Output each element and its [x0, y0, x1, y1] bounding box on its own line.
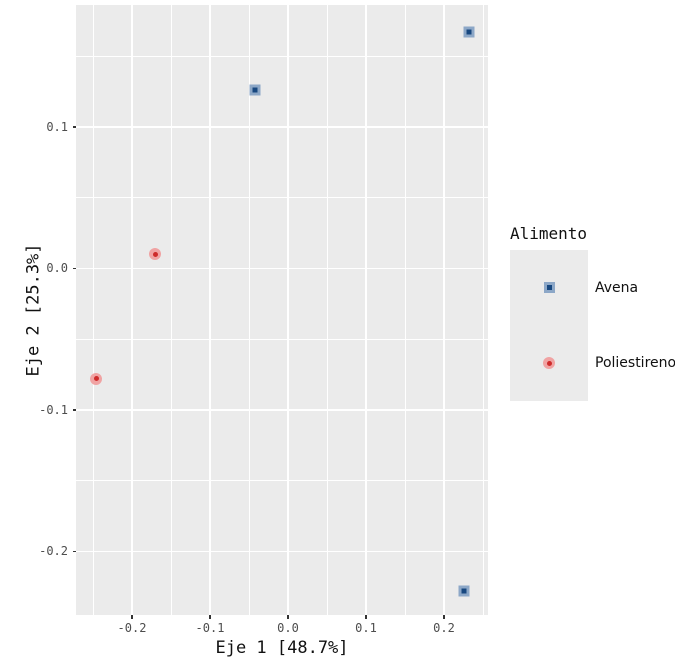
circle-marker-core	[93, 376, 99, 382]
major-gridline-horizontal	[76, 550, 488, 553]
minor-gridline-vertical	[92, 5, 94, 615]
minor-gridline-horizontal	[76, 55, 488, 57]
minor-gridline-vertical	[170, 5, 172, 615]
square-marker-icon	[249, 84, 261, 96]
data-point-avena	[458, 585, 469, 597]
data-point-poliestireno	[149, 248, 162, 261]
legend-label: Avena	[595, 279, 639, 296]
y-tick-label: 0.0	[46, 261, 68, 276]
minor-gridline-horizontal	[76, 338, 488, 340]
legend-keys: Avena Poliestireno	[510, 250, 675, 401]
data-point-poliestireno	[90, 372, 103, 385]
major-gridline-horizontal	[76, 409, 488, 411]
x-tick-label: 0.2	[433, 621, 455, 635]
y-tick-mark	[72, 126, 76, 128]
minor-gridline-vertical	[326, 5, 328, 615]
circle-marker-icon	[543, 357, 555, 370]
square-marker-core	[546, 285, 552, 291]
square-marker-icon	[463, 26, 475, 38]
x-axis-title: Eje 1 [48.7%]	[215, 638, 349, 658]
minor-gridline-horizontal	[76, 480, 488, 482]
legend-key	[510, 325, 588, 401]
major-gridline-vertical	[209, 5, 211, 615]
square-marker-icon	[458, 585, 469, 597]
x-tick-mark	[209, 615, 211, 619]
major-gridline-horizontal	[76, 126, 488, 128]
y-tick-mark	[72, 267, 76, 270]
square-marker-core	[466, 29, 472, 35]
legend-entry-avena: Avena	[510, 250, 675, 326]
minor-gridline-vertical	[248, 5, 250, 615]
square-marker-icon	[543, 282, 555, 294]
major-gridline-vertical	[365, 5, 367, 615]
x-tick-mark	[131, 615, 133, 619]
major-gridline-vertical	[443, 5, 445, 615]
y-tick-label: -0.1	[39, 402, 68, 417]
minor-gridline-vertical	[404, 5, 406, 615]
x-tick-label: -0.2	[117, 621, 147, 635]
y-tick-mark	[72, 409, 76, 411]
data-point-avena	[463, 26, 475, 38]
x-tick-label: 0.1	[355, 621, 377, 635]
x-tick-mark	[443, 615, 445, 619]
x-tick-label: 0.0	[277, 621, 299, 635]
legend-label: Poliestireno	[595, 355, 675, 372]
x-tick-label: -0.1	[195, 621, 225, 635]
x-tick-mark	[287, 615, 289, 619]
minor-gridline-vertical	[482, 5, 484, 615]
y-tick-mark	[72, 550, 76, 553]
legend-key	[510, 250, 588, 326]
y-tick-label: 0.1	[46, 120, 68, 135]
major-gridline-horizontal	[76, 267, 488, 270]
circle-marker-core	[152, 251, 158, 257]
square-marker-core	[252, 87, 258, 93]
legend-title: Alimento	[510, 224, 588, 243]
major-gridline-vertical	[287, 5, 289, 615]
data-point-avena	[249, 84, 261, 96]
plot-panel	[76, 5, 488, 615]
x-tick-mark	[365, 615, 367, 619]
y-tick-label: -0.2	[39, 544, 68, 559]
circle-marker-icon	[149, 248, 162, 261]
legend-entry-poliestireno: Poliestireno	[510, 325, 675, 401]
circle-marker-core	[546, 360, 552, 366]
circle-marker-icon	[90, 372, 103, 385]
square-marker-core	[461, 588, 466, 594]
major-gridline-vertical	[131, 5, 133, 615]
minor-gridline-horizontal	[76, 197, 488, 199]
legend: Alimento Avena Poliestireno	[510, 224, 675, 401]
